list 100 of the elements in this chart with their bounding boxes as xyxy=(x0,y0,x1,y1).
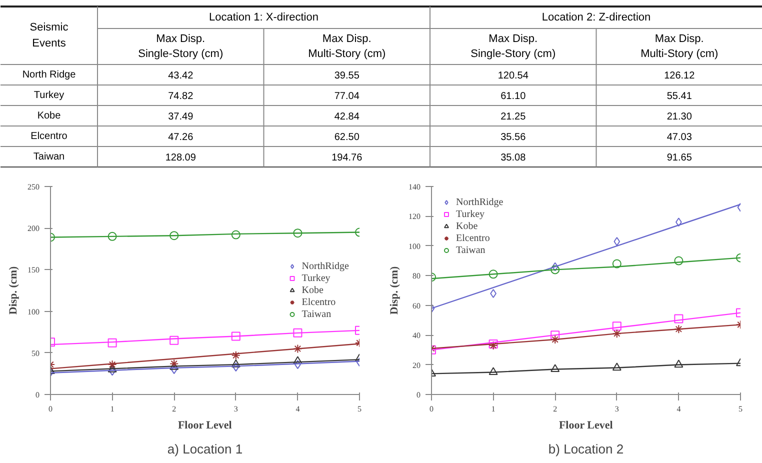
y-tick-label: Turkey xyxy=(34,90,64,101)
legend-label: NorthRidge xyxy=(302,260,349,272)
text: b) Location 2 xyxy=(548,442,624,456)
point xyxy=(231,350,240,360)
x-tick-label: 2 xyxy=(172,404,176,414)
point xyxy=(293,328,302,338)
x-tick-label: Max Disp. Multi-Story (cm) xyxy=(308,33,386,60)
x-tick-label: Max Disp. Single-Story (cm) xyxy=(138,33,224,60)
y-tick-label: 140 xyxy=(408,182,420,192)
point xyxy=(488,367,498,376)
text: Location 2: Z-direction xyxy=(542,12,651,24)
data-label: 21.25 xyxy=(500,111,526,122)
point xyxy=(108,360,117,370)
data-label: 74.82 xyxy=(168,90,194,102)
x-axis-title: Floor Level xyxy=(558,420,613,432)
y-tick-label: 0 xyxy=(416,390,420,400)
point xyxy=(170,365,178,374)
data-label: 194.76 xyxy=(332,152,363,164)
data-label: 91.65 xyxy=(666,152,692,164)
point xyxy=(231,332,240,341)
legend-label: NorthRidge xyxy=(456,196,504,208)
y-tick-label: Kobe xyxy=(37,110,62,122)
x-tick-label: Max Disp. Single-Story (cm) xyxy=(470,33,556,60)
point xyxy=(488,270,498,279)
y-tick-label: 0 xyxy=(36,390,40,400)
y-tick-label: 100 xyxy=(28,307,40,316)
point xyxy=(170,359,179,368)
data-label: 61.10 xyxy=(500,90,526,102)
y-tick-label: 250 xyxy=(28,182,40,192)
legend-label: Taiwan xyxy=(302,308,332,320)
point xyxy=(550,335,560,344)
data-label: 43.42 xyxy=(168,70,194,82)
data-label: 42.84 xyxy=(334,111,360,122)
data-label: 62.50 xyxy=(334,132,360,143)
legend-label: Turkey xyxy=(456,208,485,220)
point xyxy=(612,362,622,371)
legend-label: Elcentro xyxy=(456,232,490,244)
point xyxy=(293,228,302,238)
y-tick-label: 120 xyxy=(408,212,420,222)
x-tick-label: 5 xyxy=(738,404,742,414)
x-tick-label: 4 xyxy=(676,404,681,414)
x-tick-label: Max Disp. Multi-Story (cm) xyxy=(640,33,718,60)
legend-label: Kobe xyxy=(302,284,324,296)
point xyxy=(231,230,240,240)
point xyxy=(614,236,620,246)
point xyxy=(674,324,684,334)
point xyxy=(293,344,302,354)
point xyxy=(674,360,684,368)
x-tick-label: 2 xyxy=(553,404,558,414)
point xyxy=(550,364,560,372)
y-tick-label: 60 xyxy=(412,301,420,310)
y-tick-label: 20 xyxy=(412,360,420,370)
y-tick-label: 80 xyxy=(412,272,420,281)
data-label: 47.03 xyxy=(666,132,692,143)
point xyxy=(108,232,117,241)
text: a) Location 1 xyxy=(167,442,243,456)
legend-label: Elcentro xyxy=(302,296,336,308)
y-tick-label: 150 xyxy=(28,266,40,275)
y-tick-label: 100 xyxy=(408,242,420,251)
point xyxy=(170,336,179,345)
text: Location 1: X-direction xyxy=(209,12,318,24)
x-axis-title: Floor Level xyxy=(178,420,232,432)
data-label: 55.41 xyxy=(666,90,692,102)
point xyxy=(612,322,622,331)
x-tick-label: 3 xyxy=(234,404,238,414)
point xyxy=(108,338,117,348)
y-tick-label: 40 xyxy=(412,331,420,340)
x-tick-label: 4 xyxy=(296,404,300,414)
x-tick-label: 5 xyxy=(358,404,362,414)
y-tick-label: North Ridge xyxy=(22,69,76,80)
point xyxy=(674,314,684,324)
y-tick-label: Elcentro xyxy=(30,130,68,142)
data-label: 77.04 xyxy=(334,90,360,102)
point xyxy=(550,330,560,340)
x-tick-label: 1 xyxy=(110,404,114,414)
legend-label: Kobe xyxy=(456,220,478,232)
y-tick-label: 50 xyxy=(32,348,40,358)
data-label: 126.12 xyxy=(664,70,696,82)
point xyxy=(232,362,240,372)
legend-label: Turkey xyxy=(302,272,330,284)
y-axis-title: Seismic Events xyxy=(30,22,69,50)
point xyxy=(612,329,622,338)
point xyxy=(612,259,622,268)
point xyxy=(231,359,240,368)
x-tick-label: 3 xyxy=(614,404,619,414)
x-tick-label: 1 xyxy=(491,404,496,414)
y-axis-title: Disp. (cm) xyxy=(8,266,20,315)
point xyxy=(550,265,560,274)
y-axis-title: Disp. (cm) xyxy=(388,266,400,315)
y-tick-label: Taiwan xyxy=(33,151,65,162)
y-tick-label: 200 xyxy=(28,224,40,234)
data-label: 35.08 xyxy=(500,152,526,164)
data-label: 47.26 xyxy=(168,132,194,143)
data-label: 37.49 xyxy=(168,111,194,122)
point xyxy=(674,256,684,266)
point xyxy=(552,262,558,272)
x-tick-label: 0 xyxy=(430,404,434,414)
legend-label: Taiwan xyxy=(456,244,486,256)
data-label: 128.09 xyxy=(165,152,196,164)
data-label: 35.56 xyxy=(500,132,526,143)
